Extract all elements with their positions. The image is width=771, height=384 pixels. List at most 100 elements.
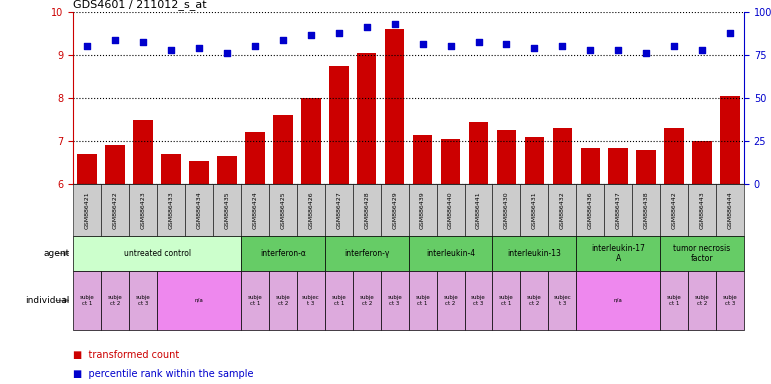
Bar (77, 154, 97, 184)
Bar (665, 128, 684, 184)
Text: GSM886428: GSM886428 (364, 192, 369, 229)
Bar (524, 137, 544, 184)
Bar (412, 135, 433, 184)
Text: subje
ct 1: subje ct 1 (80, 295, 95, 306)
Text: n/a: n/a (194, 298, 204, 303)
Text: GSM886427: GSM886427 (336, 191, 342, 229)
Text: subjec
t 3: subjec t 3 (302, 295, 320, 306)
Text: subje
ct 2: subje ct 2 (443, 295, 458, 306)
Bar (441, 139, 460, 184)
Text: GSM886429: GSM886429 (392, 191, 397, 229)
Text: GSM886425: GSM886425 (281, 192, 285, 229)
Bar (469, 122, 488, 184)
Point (81, 43, 93, 49)
Text: GSM886443: GSM886443 (699, 191, 705, 229)
Text: subje
ct 1: subje ct 1 (247, 295, 262, 306)
Bar (497, 130, 517, 184)
Point (137, 39, 150, 45)
Text: untreated control: untreated control (123, 249, 190, 258)
Point (696, 47, 709, 53)
Text: tumor necrosis
factor: tumor necrosis factor (673, 244, 731, 263)
Text: GSM886426: GSM886426 (308, 192, 313, 229)
Bar (245, 132, 264, 184)
Point (724, 30, 736, 36)
Bar (692, 141, 712, 184)
Text: interleukin-4: interleukin-4 (426, 249, 475, 258)
Point (249, 43, 261, 49)
Bar (189, 161, 209, 184)
Point (473, 39, 485, 45)
Bar (636, 150, 656, 184)
Text: subje
ct 2: subje ct 2 (275, 295, 290, 306)
Text: subje
ct 1: subje ct 1 (499, 295, 513, 306)
Text: GSM886423: GSM886423 (140, 191, 146, 229)
Point (556, 43, 568, 49)
Point (221, 50, 233, 56)
Bar (133, 119, 153, 184)
Point (277, 36, 289, 43)
Text: subje
ct 3: subje ct 3 (722, 295, 737, 306)
Text: subje
ct 3: subje ct 3 (387, 295, 402, 306)
Point (332, 30, 345, 36)
Bar (273, 115, 293, 184)
Text: GSM886433: GSM886433 (169, 191, 173, 229)
Text: subje
ct 2: subje ct 2 (108, 295, 123, 306)
Text: subjec
t 3: subjec t 3 (554, 295, 571, 306)
Text: GDS4601 / 211012_s_at: GDS4601 / 211012_s_at (73, 0, 207, 10)
Text: subje
ct 3: subje ct 3 (136, 295, 150, 306)
Point (165, 47, 177, 53)
Bar (329, 66, 348, 184)
Text: interleukin-17
A: interleukin-17 A (591, 244, 645, 263)
Point (389, 22, 401, 28)
Bar (161, 154, 181, 184)
Point (416, 41, 429, 47)
Text: subje
ct 2: subje ct 2 (359, 295, 374, 306)
Point (444, 43, 456, 49)
Text: interleukin-13: interleukin-13 (507, 249, 561, 258)
Bar (553, 128, 572, 184)
Bar (581, 147, 600, 184)
Text: ■  transformed count: ■ transformed count (73, 350, 180, 360)
Text: GSM886444: GSM886444 (728, 191, 732, 229)
Text: GSM886435: GSM886435 (224, 192, 230, 229)
Text: subje
ct 1: subje ct 1 (332, 295, 346, 306)
Text: subje
ct 3: subje ct 3 (471, 295, 486, 306)
Bar (608, 147, 628, 184)
Text: GSM886439: GSM886439 (420, 191, 425, 229)
Point (668, 43, 680, 49)
Text: subje
ct 1: subje ct 1 (416, 295, 430, 306)
Point (612, 47, 625, 53)
Text: GSM886438: GSM886438 (644, 192, 648, 229)
Point (500, 41, 513, 47)
Bar (385, 29, 405, 184)
Text: GSM886422: GSM886422 (113, 191, 118, 229)
Text: subje
ct 1: subje ct 1 (667, 295, 682, 306)
Text: ■  percentile rank within the sample: ■ percentile rank within the sample (73, 369, 254, 379)
Text: GSM886424: GSM886424 (252, 191, 258, 229)
Bar (301, 98, 321, 184)
Bar (720, 96, 740, 184)
Text: GSM886441: GSM886441 (476, 192, 481, 229)
Point (584, 47, 597, 53)
Bar (217, 156, 237, 184)
Bar (357, 53, 376, 184)
Point (193, 45, 205, 51)
Text: GSM886442: GSM886442 (672, 191, 677, 229)
Text: GSM886432: GSM886432 (560, 191, 565, 229)
Text: GSM886436: GSM886436 (588, 192, 593, 229)
Text: GSM886430: GSM886430 (504, 192, 509, 229)
Bar (106, 146, 125, 184)
Text: agent: agent (43, 249, 69, 258)
Point (305, 32, 317, 38)
Text: GSM886421: GSM886421 (85, 192, 89, 229)
Point (640, 50, 652, 56)
Text: interferon-γ: interferon-γ (344, 249, 389, 258)
Point (109, 36, 121, 43)
Text: individual: individual (25, 296, 69, 305)
Point (528, 45, 540, 51)
Text: subje
ct 2: subje ct 2 (527, 295, 542, 306)
Text: GSM886437: GSM886437 (616, 191, 621, 229)
Point (361, 23, 373, 30)
Text: GSM886431: GSM886431 (532, 192, 537, 229)
Text: n/a: n/a (614, 298, 623, 303)
